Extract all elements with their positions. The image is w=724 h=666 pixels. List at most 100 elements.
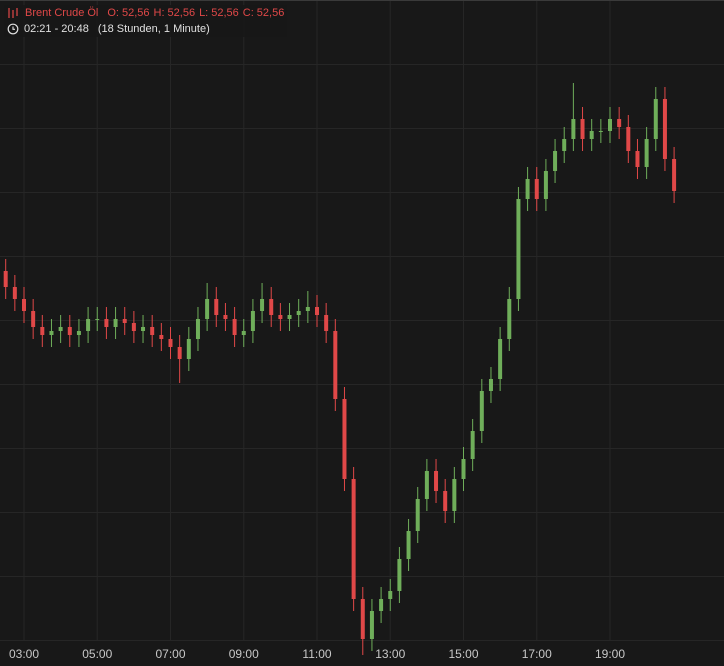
candle-body [40,327,45,335]
x-tick-label: 07:00 [155,647,185,661]
candle-body [672,159,677,191]
candle-body [168,339,173,347]
candle-body [177,347,182,359]
x-tick-label: 11:00 [302,647,331,661]
x-tick-label: 19:00 [595,647,625,661]
candle-body [516,199,521,299]
candle-body [388,591,393,599]
time-row: 02:21 - 20:48 (18 Stunden, 1 Minute) [4,21,288,37]
candle-body [141,327,146,331]
candle-body [342,399,347,479]
ohlc-label: H: [153,7,165,19]
candle-body [360,599,365,639]
candle-body [571,119,576,139]
x-tick-label: 15:00 [448,647,478,661]
candle-body [617,119,622,127]
candle-body [223,315,228,319]
x-tick-label: 05:00 [82,647,112,661]
candle-body [351,479,356,599]
candle-body [58,327,63,331]
x-tick-label: 09:00 [229,647,259,661]
symbol-title: Brent Crude Öl [25,7,99,19]
candle-body [3,271,8,287]
candle-body [76,331,81,335]
candle-body [86,319,91,331]
candle-body [278,315,283,319]
ohlc-value: 52,56 [256,7,285,19]
ohlc-label: O: [107,7,119,19]
candle-body [488,379,493,391]
candle-body [525,179,530,199]
candle-body [662,99,667,159]
candle-body [534,179,539,199]
candle-body [287,315,292,319]
candle-body [580,119,585,139]
candle-body [95,319,100,320]
candle-body [415,499,420,531]
candle-body [131,323,136,331]
ohlc-values: O: 52,56 H: 52,56 L: 52,56 C: 52,56 [103,5,284,21]
candle-body [67,327,72,335]
candle-body [305,307,310,311]
candle-body [49,331,54,335]
candle-body [626,127,631,151]
candle-body [205,299,210,319]
candle-body [333,331,338,399]
candle-body [406,531,411,559]
candle-body [443,491,448,511]
legend-row: Brent Crude Öl O: 52,56 H: 52,56 L: 52,56 C: 52… [4,5,288,21]
candle-body [260,299,265,311]
candle-body [104,319,109,327]
x-tick-label: 13:00 [375,647,405,661]
candle-body [269,299,274,315]
candle-body [470,431,475,459]
candle-body [22,299,26,311]
candle-body [397,559,402,591]
candle-body [461,459,466,479]
candle-body [241,331,246,335]
candle-body [250,311,255,331]
time-range: 02:21 - 20:48 [24,23,89,35]
candle-body [315,307,319,315]
candle-body [543,171,548,199]
candle-body [113,319,118,327]
ohlc-value: 52,56 [122,7,150,19]
candle-body [150,327,155,335]
candle-body [122,319,127,323]
ohlc-value: 52,56 [211,7,239,19]
candle-body [232,319,237,335]
candle-body [479,391,484,431]
candle-body [424,471,429,499]
candle-body [434,471,439,491]
candle-body [635,151,640,167]
candle-body [507,299,512,339]
candle-body [452,479,457,511]
candle-body [589,131,594,139]
candle-body [12,287,17,299]
candle-body [644,139,649,167]
x-tick-label: 17:00 [522,647,552,661]
candle-body [608,119,612,131]
candle-body [653,99,658,139]
candle-body [498,339,503,379]
candle-body [598,131,603,132]
candle-body [186,339,191,359]
clock-icon [7,23,19,35]
candle-body [562,139,567,151]
ohlc-label: C: [242,7,254,19]
x-tick-label: 03:00 [9,647,39,661]
candle-body [214,299,219,315]
legend-header: Brent Crude Öl O: 52,56 H: 52,56 L: 52,56 C: 52… [4,5,288,37]
candle-icon [8,8,18,18]
candle-body [553,151,558,171]
candle-body [31,311,36,327]
time-range-note: (18 Stunden, 1 Minute) [97,23,210,35]
ohlc-label: L: [199,7,209,19]
ohlc-value: 52,56 [167,7,196,19]
candle-body [324,315,329,331]
candle-body [296,311,301,315]
candle-body [195,319,200,339]
candle-body [159,335,164,339]
